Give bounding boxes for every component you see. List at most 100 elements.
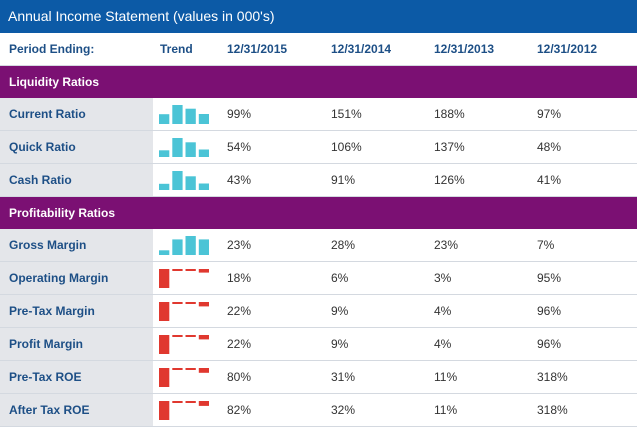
trend-sparkline — [159, 236, 209, 255]
sparkline-bar — [198, 114, 209, 124]
sparkline-bar — [159, 269, 170, 288]
row-label[interactable]: Profit Margin — [0, 328, 153, 360]
table-row: Pre-Tax ROE 80% 31% 11% 318% — [0, 361, 637, 394]
value-cell: 11% — [434, 370, 458, 384]
value-cell: 22% — [227, 337, 252, 351]
table-row: After Tax ROE 82% 32% 11% 318% — [0, 394, 637, 427]
trend-sparkline — [159, 401, 209, 420]
value-cell: 11% — [434, 403, 458, 417]
value-cell: 96% — [537, 337, 562, 351]
sparkline-bar — [159, 114, 170, 124]
value-cell: 22% — [227, 304, 252, 318]
sparkline-bar — [159, 183, 170, 190]
sparkline-bar — [185, 236, 196, 255]
value-cell: 137% — [434, 140, 465, 154]
sparkline-bar — [159, 302, 170, 321]
trend-sparkline — [159, 105, 209, 124]
sparkline-bar — [198, 239, 209, 255]
table-row: Operating Margin 18% 6% 3% 95% — [0, 262, 637, 295]
value-cell: 18% — [227, 271, 252, 285]
sparkline-bar — [172, 138, 183, 157]
section-header-profitability: Profitability Ratios — [0, 197, 637, 229]
trend-header: Trend — [160, 42, 193, 56]
value-cell: 4% — [434, 337, 452, 351]
value-cell: 28% — [331, 238, 356, 252]
trend-sparkline — [159, 368, 209, 387]
value-cell: 91% — [331, 173, 356, 187]
value-cell: 82% — [227, 403, 252, 417]
sparkline-bar — [172, 269, 183, 271]
value-cell: 99% — [227, 107, 252, 121]
sparkline-bar — [172, 401, 183, 403]
sparkline-bar — [198, 183, 209, 190]
value-cell: 32% — [331, 403, 356, 417]
value-cell: 3% — [434, 271, 452, 285]
sparkline-bar — [172, 171, 183, 190]
trend-sparkline — [159, 269, 209, 288]
value-cell: 188% — [434, 107, 465, 121]
period-header-2014: 12/31/2014 — [331, 42, 392, 56]
period-ending-header: Period Ending: — [9, 42, 95, 56]
row-label[interactable]: Quick Ratio — [0, 131, 153, 163]
table-row: Cash Ratio 43% 91% 126% 41% — [0, 164, 637, 197]
widget-title: Annual Income Statement (values in 000's… — [0, 0, 637, 33]
table-row: Gross Margin 23% 28% 23% 7% — [0, 229, 637, 262]
table-header: Period Ending: Trend 12/31/2015 12/31/20… — [0, 33, 637, 66]
sparkline-bar — [185, 269, 196, 271]
value-cell: 80% — [227, 370, 252, 384]
value-cell: 95% — [537, 271, 562, 285]
row-label[interactable]: Pre-Tax ROE — [0, 361, 153, 393]
value-cell: 6% — [331, 271, 349, 285]
period-header-2015: 12/31/2015 — [227, 42, 288, 56]
trend-sparkline — [159, 302, 209, 321]
value-cell: 151% — [331, 107, 362, 121]
value-cell: 7% — [537, 238, 555, 252]
trend-sparkline — [159, 171, 209, 190]
sparkline-bar — [185, 108, 196, 124]
sparkline-bar — [172, 368, 183, 370]
sparkline-bar — [172, 302, 183, 304]
value-cell: 41% — [537, 173, 562, 187]
section-header-liquidity: Liquidity Ratios — [0, 66, 637, 98]
sparkline-bar — [185, 401, 196, 403]
row-label[interactable]: Operating Margin — [0, 262, 153, 294]
sparkline-bar — [198, 149, 209, 157]
value-cell: 4% — [434, 304, 452, 318]
sparkline-bar — [198, 269, 209, 273]
sparkline-bar — [198, 335, 209, 340]
value-cell: 48% — [537, 140, 562, 154]
sparkline-bar — [185, 335, 196, 337]
row-label[interactable]: Current Ratio — [0, 98, 153, 130]
sparkline-bar — [185, 142, 196, 157]
period-header-2012: 12/31/2012 — [537, 42, 598, 56]
value-cell: 126% — [434, 173, 465, 187]
sparkline-bar — [159, 335, 170, 354]
sparkline-bar — [172, 105, 183, 124]
period-header-2013: 12/31/2013 — [434, 42, 495, 56]
trend-sparkline — [159, 138, 209, 157]
value-cell: 106% — [331, 140, 362, 154]
value-cell: 43% — [227, 173, 252, 187]
value-cell: 318% — [537, 403, 568, 417]
table-row: Pre-Tax Margin 22% 9% 4% 96% — [0, 295, 637, 328]
table-row: Quick Ratio 54% 106% 137% 48% — [0, 131, 637, 164]
sparkline-bar — [159, 250, 170, 255]
sparkline-bar — [172, 335, 183, 337]
value-cell: 23% — [227, 238, 252, 252]
sparkline-bar — [198, 368, 209, 373]
value-cell: 318% — [537, 370, 568, 384]
row-label[interactable]: After Tax ROE — [0, 394, 153, 426]
value-cell: 31% — [331, 370, 356, 384]
row-label[interactable]: Pre-Tax Margin — [0, 295, 153, 327]
row-label[interactable]: Gross Margin — [0, 229, 153, 261]
row-label[interactable]: Cash Ratio — [0, 164, 153, 196]
sparkline-bar — [198, 401, 209, 406]
value-cell: 23% — [434, 238, 459, 252]
sparkline-bar — [185, 176, 196, 190]
sparkline-bar — [198, 302, 209, 307]
value-cell: 97% — [537, 107, 562, 121]
sparkline-bar — [185, 368, 196, 370]
table-row: Current Ratio 99% 151% 188% 97% — [0, 98, 637, 131]
table-row: Profit Margin 22% 9% 4% 96% — [0, 328, 637, 361]
